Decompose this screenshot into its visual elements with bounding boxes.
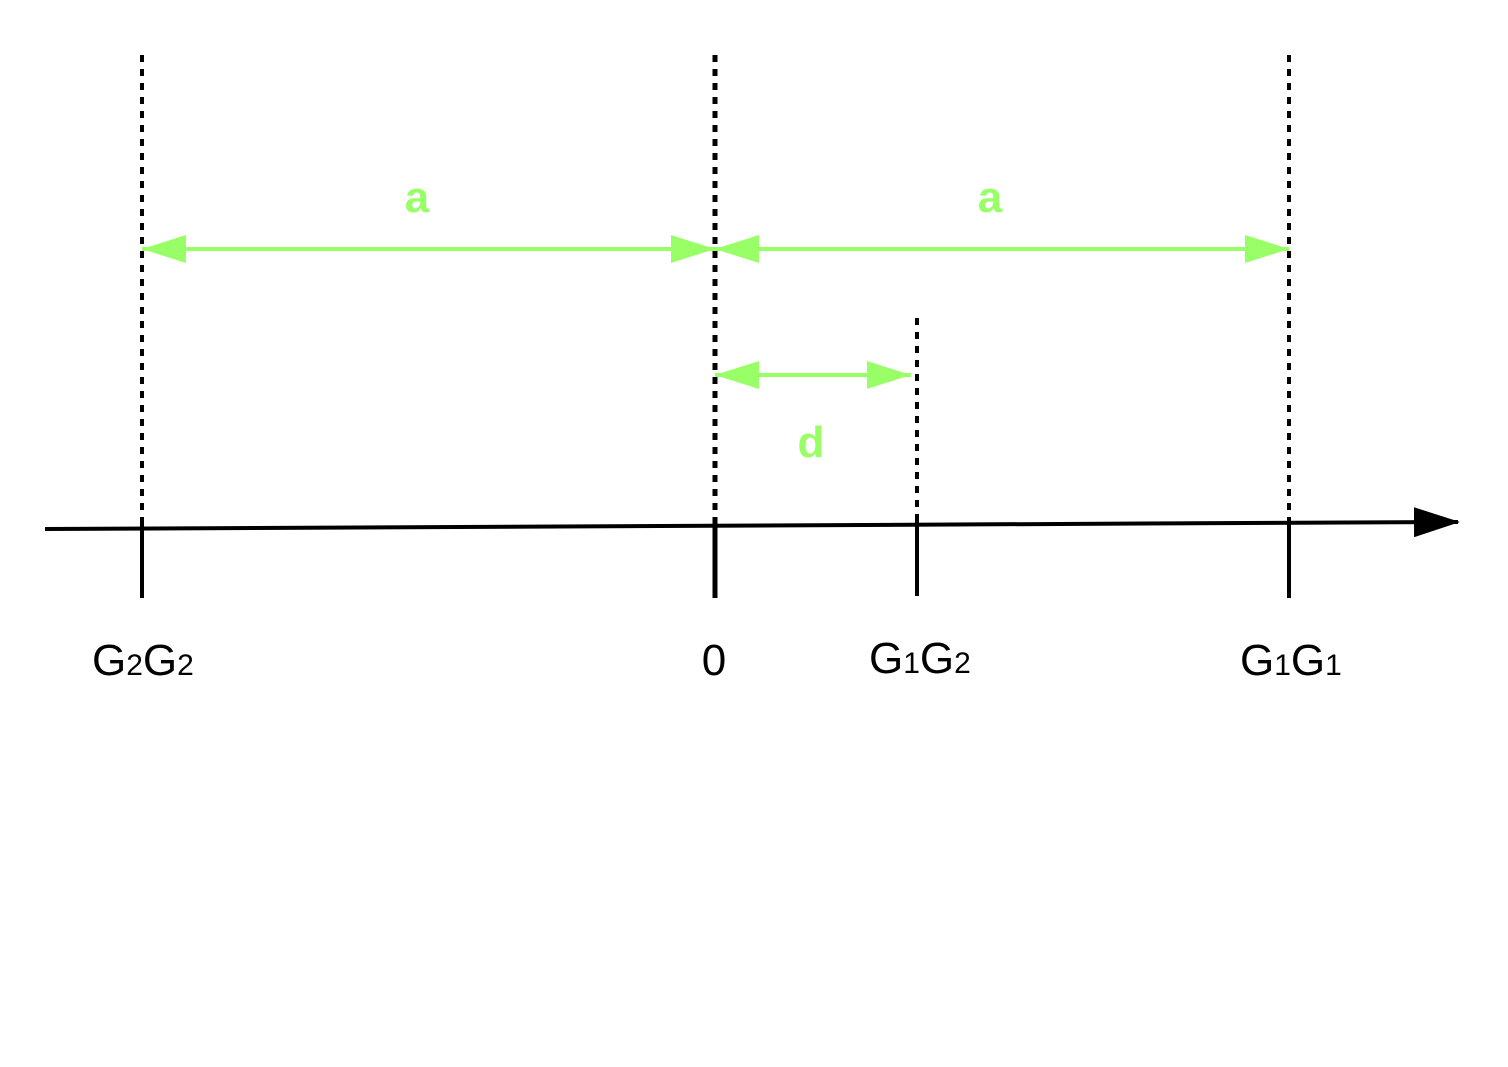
dimension-label-right-a: a [978,173,1003,222]
tick-label-zero: 0 [702,636,726,685]
dimension-label-d: d [798,418,825,467]
tick-label-g2g2: G2G2 [92,636,194,685]
horizontal-axis [44,507,1460,538]
dimension-label-left-a: a [405,173,430,222]
tick-label-g1g2: G1G2 [869,634,971,683]
tick-label-g1g1: G1G1 [1240,636,1342,685]
